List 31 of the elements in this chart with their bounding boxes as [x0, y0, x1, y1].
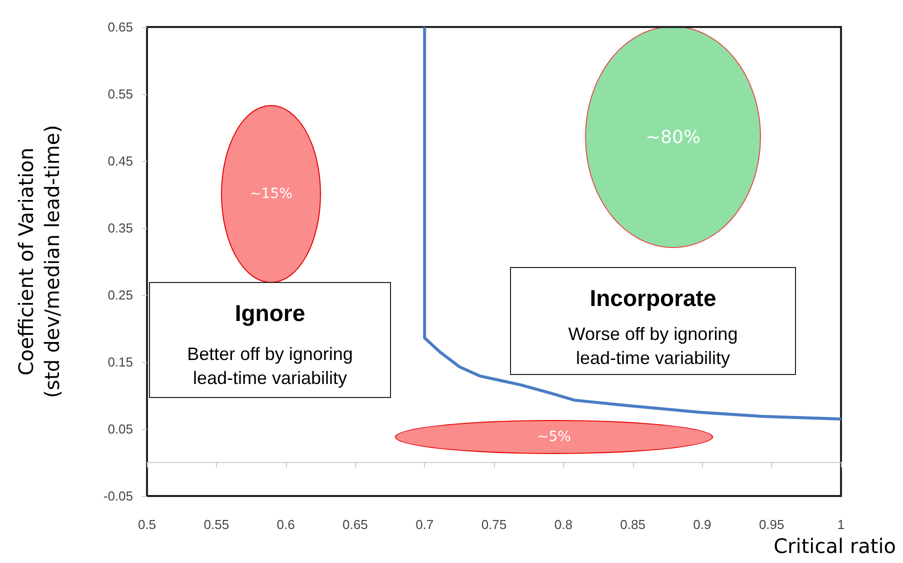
y-tick-label: -0.05: [103, 488, 133, 504]
y-tick-label: 0.35: [108, 220, 133, 236]
y-tick-label: 0.05: [108, 422, 133, 436]
ellipse-shape: ~15%: [221, 105, 321, 283]
x-tick-label: 0.85: [620, 517, 646, 532]
x-tick-label: 1: [837, 517, 845, 532]
x-tick-label: 0.5: [138, 517, 156, 532]
y-tick-label: 0.15: [108, 354, 133, 370]
annotation: Incorporate: [588, 285, 718, 311]
x-tick-label: 0.7: [416, 517, 434, 532]
x-tick-label: 0.95: [758, 517, 784, 532]
y-axis-title: Coefficient of Variation (std dev/median lead-time): [14, 124, 64, 398]
y-tick-label: 0.45: [108, 154, 133, 168]
x-tick-label: 0.9: [693, 517, 712, 532]
x-tick-label: 0.75: [481, 517, 507, 532]
text-box: Ignore Better off by ignoring lead-time variability: [149, 282, 391, 398]
x-tick-label: 0.55: [204, 517, 230, 532]
ellipse-shape: ~80%: [585, 26, 761, 248]
x-tick-label: 0.8: [554, 517, 572, 532]
annotation: Better off by ignoring lead-time variability: [186, 343, 354, 390]
annotation: Ignore: [234, 300, 306, 326]
y-tick-label: 0.25: [108, 288, 133, 302]
line-series: [423, 26, 842, 420]
text-box: Incorporate Worse off by ignoring lead-time variability: [510, 267, 796, 375]
x-axis-title: Critical ratio: [774, 534, 896, 558]
y-tick-label: 0.65: [108, 20, 133, 34]
annotation: Worse off by ignoring lead-time variability: [567, 323, 739, 370]
ellipse-shape: ~5%: [395, 420, 713, 454]
x-tick-label: 0.6: [276, 517, 295, 532]
y-tick-label: 0.55: [108, 86, 133, 102]
x-tick-label: 0.65: [342, 517, 368, 532]
